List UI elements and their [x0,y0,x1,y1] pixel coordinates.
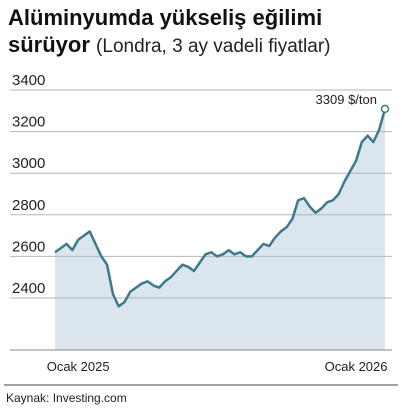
header: Alüminyumda yükseliş eğilimi sürüyor (Lo… [8,4,393,60]
source: Kaynak: Investing.com [6,391,127,405]
chart-subtitle: (Londra, 3 ay vadeli fiyatlar) [96,36,331,57]
y-tick-label: 3200 [12,114,45,131]
y-tick-label: 2400 [12,280,45,297]
annotation: 3309 $/ton [316,92,377,107]
x-tick-label: Ocak 2026 [325,359,388,374]
chart-title: Alüminyumda yükseliş eğilimi sürüyor [8,5,323,57]
end-point [380,104,390,114]
y-tick-label: 3000 [12,155,45,172]
y-tick-label: 2600 [12,238,45,255]
y-tick-label: 2800 [12,197,45,214]
y-tick-label: 3400 [12,72,45,89]
line [54,108,387,308]
area [55,108,385,350]
x-tick-label: Ocak 2025 [47,359,110,374]
